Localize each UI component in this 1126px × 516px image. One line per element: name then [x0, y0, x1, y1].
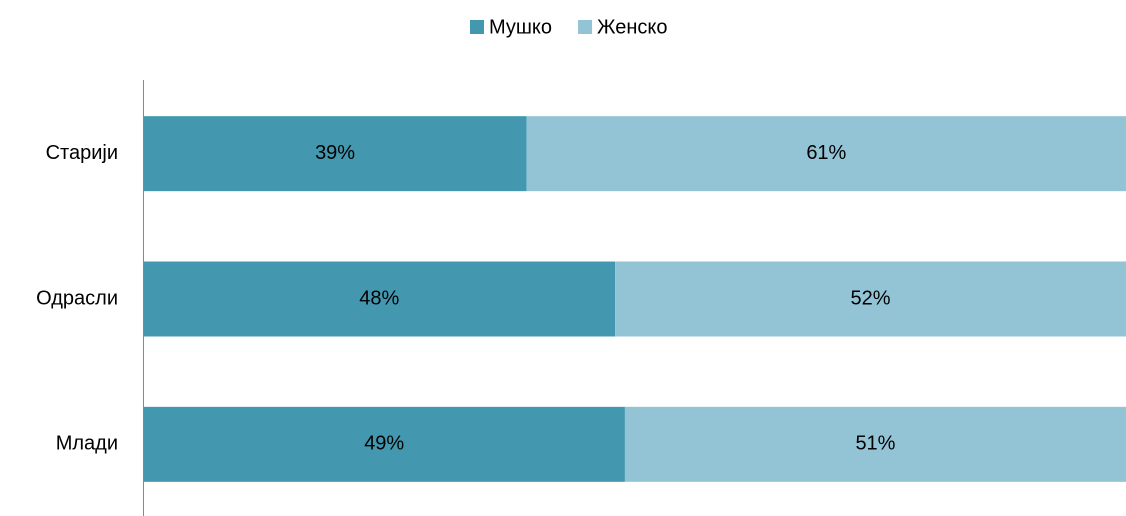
data-label: 52% [851, 287, 891, 309]
bar-segment [143, 116, 527, 192]
bar-segment [143, 406, 625, 482]
data-label: 61% [806, 142, 846, 164]
y-tick-label: Млади [56, 433, 118, 455]
bar-segment [143, 261, 616, 337]
bar-segment [624, 406, 1126, 482]
legend-swatch [470, 20, 484, 34]
bar-segment [526, 116, 1126, 192]
data-label: 49% [364, 433, 404, 455]
legend-swatch [578, 20, 593, 34]
bar-segment [615, 261, 1126, 337]
legend-label: Женско [597, 16, 668, 38]
data-label: 39% [315, 142, 355, 164]
data-label: 48% [359, 287, 399, 309]
legend-label: Мушко [489, 16, 552, 38]
y-tick-label: Старији [46, 142, 118, 164]
y-tick-label: Одрасли [36, 287, 118, 309]
data-label: 51% [855, 433, 895, 455]
